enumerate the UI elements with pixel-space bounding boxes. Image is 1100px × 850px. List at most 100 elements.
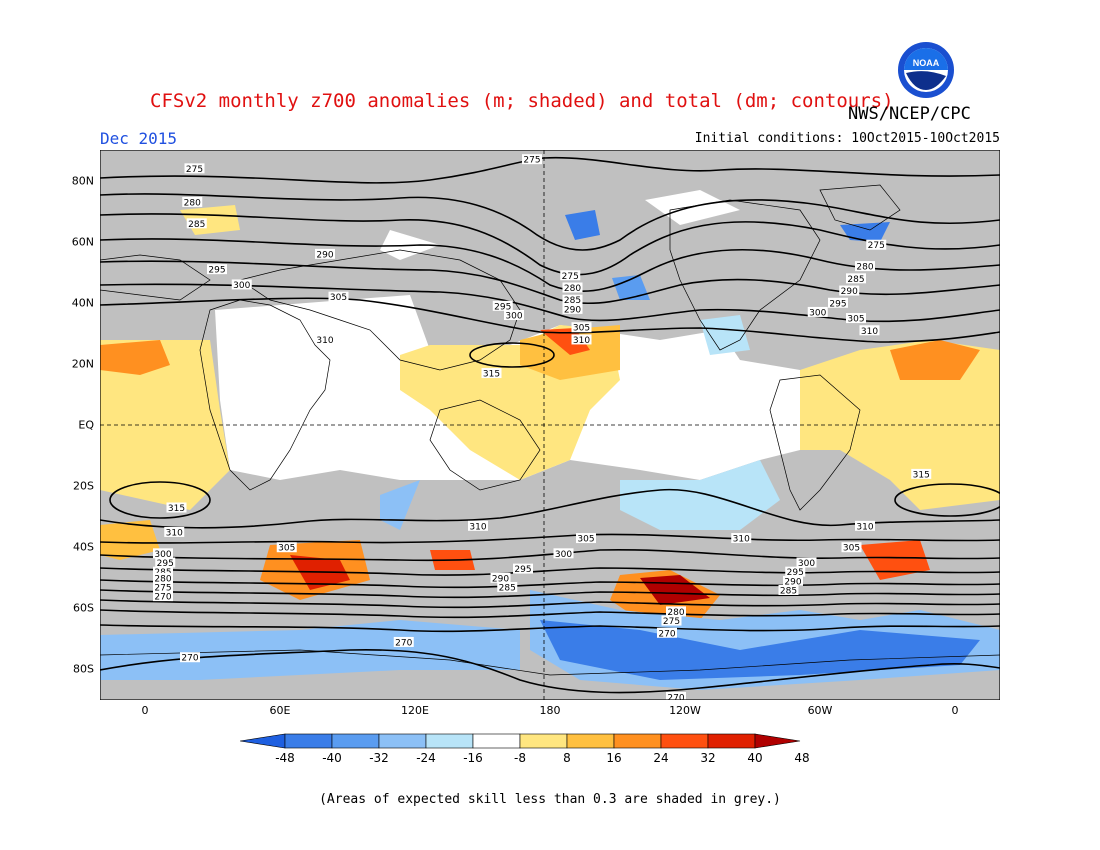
contour-label-bg <box>315 248 335 259</box>
contour-label: 285 <box>497 581 518 593</box>
contour-label-bg <box>911 468 932 479</box>
contour-labels: 2752752802852953002903053102953002752802… <box>153 154 932 700</box>
contour-label-bg <box>576 533 596 544</box>
contour-label: 285 <box>846 273 866 285</box>
contour-label-text: 270 <box>154 593 171 603</box>
contour-label-bg <box>166 502 187 513</box>
continent-outlines <box>100 184 1000 676</box>
longitude-axis: 0 60E 120E 180 120W 60W 0 <box>0 704 1100 724</box>
contour-label: 305 <box>328 291 349 303</box>
contour-label-text: 280 <box>184 198 201 208</box>
lat-tick-label: 20N <box>71 357 94 371</box>
contour-label-bg <box>866 239 887 250</box>
shade-blue-north-pacific <box>612 275 650 300</box>
colorbar-tick-label: -32 <box>369 751 389 765</box>
contour-label: 280 <box>182 196 203 208</box>
shade-blue-bering <box>565 210 600 240</box>
contour-label: 285 <box>186 218 207 230</box>
colorbar-tick-label: -8 <box>514 751 526 765</box>
contour-315-south-atlantic-e <box>894 483 1000 517</box>
lat-tick-label: 60S <box>73 601 94 615</box>
contour-label: 300 <box>153 548 173 560</box>
contour-label-bg <box>393 636 414 647</box>
contour-label-bg <box>184 163 205 174</box>
contour-label-bg <box>153 581 173 592</box>
contour-label-text: 285 <box>847 275 864 285</box>
contour-275-south <box>100 609 1000 619</box>
lon-tick-label: 180 <box>539 704 561 717</box>
contour-label: 300 <box>553 548 574 560</box>
contour-label-text: 300 <box>555 550 572 560</box>
logo-text: NOAA <box>913 58 940 68</box>
contour-label: 305 <box>841 542 862 554</box>
colorbar-swatch <box>378 733 427 749</box>
contour-label-bg <box>553 548 574 559</box>
contour-label-text: 280 <box>667 608 684 618</box>
lon-tick-label: 120E <box>401 704 429 717</box>
contour-label: 305 <box>571 322 592 334</box>
contour-label: 270 <box>180 652 200 664</box>
shade-darkblue-antarctic <box>540 620 980 680</box>
contour-label-text: 285 <box>188 220 205 230</box>
contour-label-text: 300 <box>505 312 522 322</box>
contour-label: 290 <box>315 248 335 260</box>
contour-label: 290 <box>562 303 583 315</box>
contour-label-bg <box>657 627 677 638</box>
contour-label-text: 305 <box>278 544 295 554</box>
lon-tick-label: 60E <box>269 704 291 717</box>
contour-label-text: 315 <box>913 470 930 480</box>
contour-label: 280 <box>562 282 583 294</box>
contour-label-bg <box>828 297 848 308</box>
colorbar-tick-label: 24 <box>653 751 668 765</box>
map-title: CFSv2 monthly z700 anomalies (m; shaded)… <box>150 90 894 112</box>
contour-label-bg <box>560 270 581 281</box>
contour-label-bg <box>846 273 866 284</box>
contour-label: 285 <box>778 585 799 597</box>
contour-label: 270 <box>153 591 173 603</box>
contour-285-south <box>100 589 1000 599</box>
contour-label-text: 315 <box>483 370 500 380</box>
contour-label: 275 <box>661 615 682 627</box>
contour-label: 295 <box>513 563 533 575</box>
latitude-axis: 80N 60N 40N 20N EQ 20S 40S 60S 80S <box>40 150 100 710</box>
contour-label-text: 315 <box>168 504 185 514</box>
contour-label: 315 <box>166 502 187 514</box>
contour-270-south <box>100 624 1000 633</box>
outline-australia <box>429 399 541 491</box>
logo-sky <box>904 48 948 70</box>
skill-footnote: (Areas of expected skill less than 0.3 a… <box>319 792 781 807</box>
outline-antarctica <box>100 649 1000 676</box>
contour-label: 295 <box>785 566 806 578</box>
contour-label: 290 <box>839 285 860 297</box>
shade-red-s-atlantic <box>860 540 930 580</box>
contour-label: 300 <box>796 557 817 569</box>
contour-label-bg <box>182 196 203 207</box>
colorbar-tick-label: -40 <box>322 751 342 765</box>
contour-label: 295 <box>492 300 513 312</box>
contour-label-bg <box>666 691 686 700</box>
colorbar-swatch <box>566 733 615 749</box>
colorbar-tick-label: 40 <box>747 751 762 765</box>
contour-label-text: 305 <box>577 535 594 545</box>
contour-label-bg <box>153 566 173 577</box>
contour-300-south <box>100 548 1000 562</box>
contour-label: 275 <box>522 154 542 166</box>
contour-label-text: 310 <box>856 522 873 532</box>
agency-label: NWS/NCEP/CPC <box>848 104 971 124</box>
contour-label-bg <box>468 520 488 531</box>
lon-tick-label: 60W <box>807 704 833 717</box>
contour-label-bg <box>841 542 862 553</box>
contour-label-text: 295 <box>157 559 174 569</box>
shade-orange-s-atlantic-w <box>100 520 160 560</box>
colorbar-tick-label: -16 <box>463 751 483 765</box>
contour-label-bg <box>571 334 592 345</box>
outline-asia <box>239 249 521 371</box>
contour-280-north <box>100 193 1000 251</box>
contour-label-bg <box>276 542 297 553</box>
contour-290-north <box>100 238 1000 292</box>
contour-label: 315 <box>911 468 932 480</box>
colorbar-tick-label: 16 <box>606 751 621 765</box>
shade-orange-atlantic-w <box>100 340 170 375</box>
outline-africa <box>199 299 331 491</box>
lon-tick-label: 0 <box>141 704 149 717</box>
